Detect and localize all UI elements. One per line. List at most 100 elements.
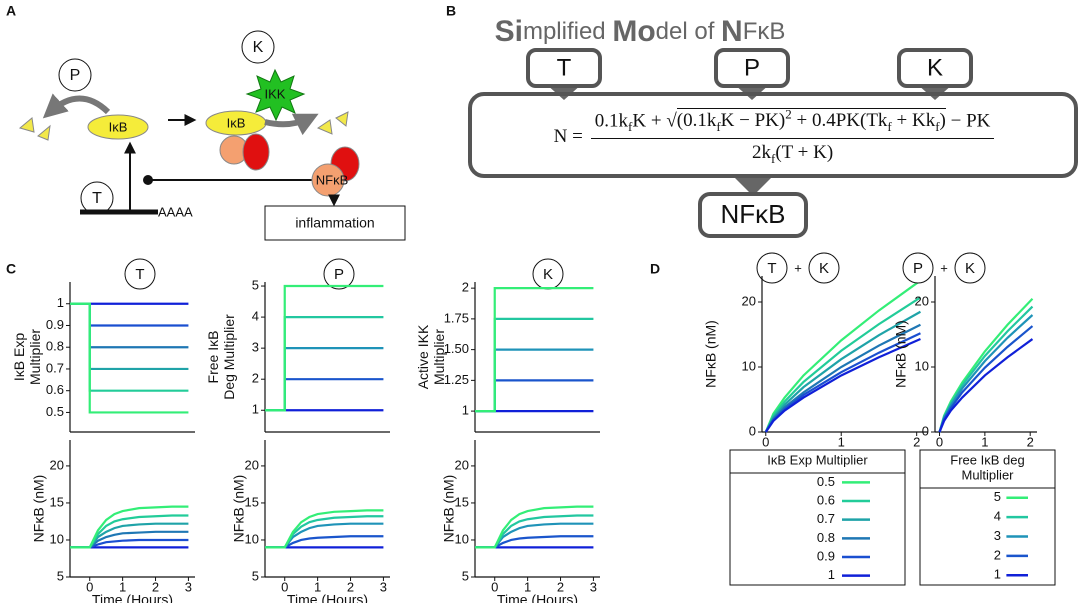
title-circle — [124, 258, 156, 290]
y-tick-label: 4 — [252, 309, 259, 324]
y-tick-label: 20 — [455, 457, 469, 472]
text-part: Si — [495, 15, 523, 48]
chart-title: K — [819, 260, 829, 277]
text-part: (0.1k — [676, 110, 717, 132]
text-part: 2 — [785, 107, 792, 123]
y-tick-label: 1 — [252, 402, 259, 417]
input-box — [714, 48, 790, 88]
chart-title: K — [965, 260, 975, 277]
chart-title: K — [543, 266, 553, 283]
fraction: 0.1kfK + √(0.1kfK − PK)2 + 0.4PK(Tkf + K… — [590, 107, 995, 167]
chart-title: + — [940, 260, 948, 275]
x-tick-label: 2 — [347, 579, 354, 594]
input-box — [897, 48, 973, 88]
series-line — [70, 538, 189, 549]
node-label: IKK — [265, 86, 286, 101]
y-tick-label: 10 — [455, 531, 469, 546]
y-tick-label: 5 — [252, 568, 259, 583]
y-tick-label: 1.50 — [444, 341, 469, 356]
y-tick-label: 15 — [245, 494, 259, 509]
chart-title: T — [767, 260, 776, 277]
y-tick-label: 0.6 — [46, 382, 64, 397]
legend-label: 0.9 — [817, 548, 835, 563]
text-part: 0.1k — [594, 110, 629, 132]
x-tick-label: 1 — [314, 579, 321, 594]
series-line — [70, 530, 189, 549]
series-line — [764, 338, 921, 433]
legend-box — [919, 449, 1056, 586]
node-circle — [58, 58, 92, 92]
y-axis-label-line: Multiplier — [27, 329, 43, 385]
x-tick-label: 3 — [185, 579, 192, 594]
series-line — [70, 302, 189, 371]
output-label: inflammation — [295, 215, 374, 231]
title-circle — [902, 252, 934, 284]
text-part: − PK — [945, 110, 991, 132]
equation: N = 0.1kfK + √(0.1kfK − PK)2 + 0.4PK(Tkf… — [472, 99, 1076, 175]
legend-title: IκB Exp Multiplier — [767, 452, 868, 467]
series-line — [475, 514, 594, 549]
y-axis-label-line: Free IκB — [205, 331, 221, 384]
x-tick-label: 0 — [936, 434, 943, 449]
chart-title: T — [135, 266, 144, 283]
y-axis-label: NFκB (nM) — [893, 320, 909, 388]
x-tick-label: 0 — [281, 579, 288, 594]
x-tick-label: 2 — [1027, 434, 1034, 449]
series-line — [265, 284, 384, 412]
y-axis-label: NFκB (nM) — [441, 475, 457, 543]
legend-label: 0.5 — [817, 474, 835, 489]
text-part: (0.1kfK − PK)2 + 0.4PK(Tkf + Kkf) — [676, 107, 946, 134]
legend-label: 0.8 — [817, 530, 835, 545]
text-part: f — [628, 119, 633, 135]
x-axis-label: Time (Hours) — [497, 592, 578, 603]
numerator: 0.1kfK + √(0.1kfK − PK)2 + 0.4PK(Tkf + K… — [590, 107, 995, 140]
y-tick-label: 1 — [57, 295, 64, 310]
legend-label: 4 — [994, 509, 1001, 524]
text-part: (T + K) — [775, 142, 834, 164]
series-line — [764, 296, 922, 433]
series-line — [938, 338, 1034, 433]
title-circle — [808, 252, 840, 284]
text-part: f — [770, 150, 776, 166]
panel-letter: D — [650, 261, 660, 277]
x-tick-label: 2 — [557, 579, 564, 594]
x-tick-label: 1 — [119, 579, 126, 594]
pathway-diagram: P K T IκB IκB IKK AAAA NFκB inflammation — [18, 30, 406, 241]
text-part: N — [721, 15, 743, 48]
legend-title: Free IκB deg — [950, 452, 1024, 467]
fragment — [18, 117, 35, 133]
chart-title: P — [913, 260, 923, 277]
x-tick-label: 2 — [913, 434, 920, 449]
output-box — [264, 205, 406, 241]
y-tick-label: 0 — [922, 423, 929, 438]
y-tick-label: 2 — [462, 280, 469, 295]
chart-title: P — [334, 266, 344, 283]
y-tick-label: 10 — [915, 358, 929, 373]
x-tick-label: 0 — [762, 434, 769, 449]
text-part: 2k — [751, 142, 771, 164]
x-tick-label: 1 — [981, 434, 988, 449]
y-axis-label-line: Active IKK — [415, 324, 431, 389]
degradation-arrow — [264, 113, 319, 136]
panel-letter: A — [6, 3, 16, 19]
series-line — [265, 315, 384, 412]
legend-title: Multiplier — [961, 467, 1014, 482]
title-circle — [323, 258, 355, 290]
series-line — [70, 522, 189, 549]
x-tick-label: 3 — [590, 579, 597, 594]
legend-label: 3 — [994, 528, 1001, 543]
node-label: P — [70, 67, 81, 84]
equation-box — [468, 92, 1078, 178]
series-line — [764, 279, 922, 433]
series-line — [475, 287, 594, 413]
fragment — [316, 119, 333, 135]
panel-letter: C — [6, 261, 16, 277]
series-line — [265, 509, 384, 549]
inhibition-head — [143, 175, 153, 185]
text-part: mplified — [523, 18, 612, 45]
y-tick-label: 1.25 — [444, 372, 469, 387]
degradation-arrow — [42, 93, 111, 119]
y-tick-label: 20 — [245, 457, 259, 472]
node-label: NFκB — [316, 172, 349, 187]
